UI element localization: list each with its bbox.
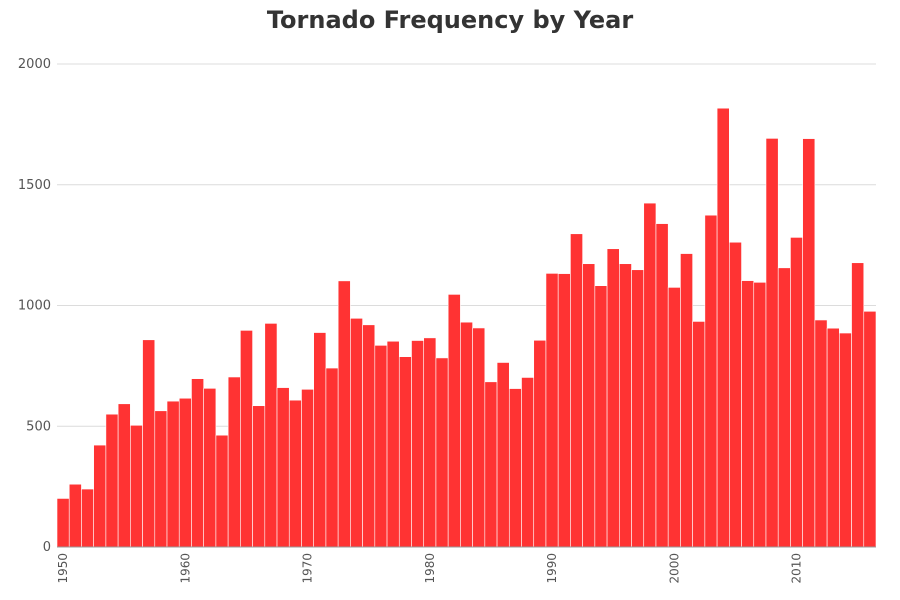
bar-1978 — [398, 356, 412, 548]
bar-2013 — [826, 327, 840, 548]
y-tick-label: 1000 — [18, 299, 51, 314]
bar-2001 — [680, 253, 693, 548]
bar-1969 — [288, 399, 302, 548]
x-axis: 1950 1960 1970 1980 1990 2000 2010 — [56, 546, 876, 584]
bar-1968 — [276, 387, 290, 548]
x-tick-label: 1950 — [56, 553, 70, 584]
bar-1959 — [166, 400, 180, 548]
bar-1950 — [56, 498, 70, 548]
bar-1997 — [631, 269, 645, 548]
bar-2005 — [729, 241, 742, 548]
bar-2016 — [863, 310, 877, 548]
bar-1970 — [301, 389, 315, 548]
bar-1963 — [215, 434, 229, 548]
bar-2002 — [692, 321, 706, 548]
bar-1987 — [508, 388, 522, 548]
y-tick-label: 2000 — [18, 57, 51, 72]
bar-1955 — [117, 403, 131, 548]
chart-title: Tornado Frequency by Year — [266, 6, 634, 34]
y-axis: 0 500 1000 1500 2000 — [18, 57, 51, 555]
y-tick-label: 0 — [43, 540, 51, 555]
bar-1977 — [386, 340, 400, 548]
bar-1996 — [618, 263, 632, 548]
bar-1994 — [594, 285, 608, 548]
bar-2003 — [704, 214, 718, 548]
bars-layer — [56, 107, 877, 548]
bar-1983 — [460, 321, 473, 548]
bar-1985 — [484, 381, 498, 548]
bar-1967 — [264, 323, 278, 548]
bar-1999 — [655, 223, 669, 548]
bar-1984 — [472, 327, 486, 548]
x-tick-label: 2010 — [790, 553, 804, 584]
x-tick-label: 1970 — [301, 553, 315, 584]
bar-1971 — [313, 332, 327, 548]
bar-1995 — [606, 248, 620, 548]
bar-2006 — [741, 280, 755, 548]
bar-1986 — [496, 362, 510, 548]
bar-2014 — [839, 332, 852, 548]
bar-1981 — [435, 357, 449, 548]
bar-1956 — [130, 424, 143, 548]
bar-2000 — [667, 287, 681, 548]
bar-1960 — [178, 397, 192, 548]
bar-1953 — [93, 444, 107, 548]
bar-1998 — [643, 202, 657, 548]
bar-1993 — [582, 263, 596, 548]
bar-2010 — [790, 237, 803, 548]
bar-1990 — [545, 273, 559, 548]
y-tick-label: 500 — [26, 419, 51, 434]
bar-1962 — [203, 388, 217, 548]
bar-2007 — [753, 282, 767, 548]
bar-1991 — [557, 273, 571, 548]
bar-1974 — [350, 317, 363, 548]
bar-2015 — [851, 262, 865, 548]
bar-1989 — [533, 339, 547, 548]
bar-2009 — [777, 267, 791, 548]
x-tick-label: 2000 — [667, 553, 681, 584]
y-tick-label: 1500 — [18, 178, 51, 193]
x-tick-label: 1980 — [423, 553, 437, 584]
bar-1975 — [362, 324, 376, 548]
bar-1961 — [191, 378, 204, 548]
bar-2012 — [814, 319, 828, 548]
bar-1964 — [227, 376, 241, 548]
bar-1988 — [521, 377, 535, 548]
bar-1982 — [447, 294, 461, 548]
bar-1976 — [374, 345, 388, 548]
bar-1972 — [325, 367, 339, 548]
bar-1958 — [154, 410, 168, 548]
bar-1973 — [337, 280, 351, 548]
bar-1952 — [81, 488, 94, 548]
bar-1979 — [411, 340, 425, 548]
bar-1966 — [252, 405, 266, 548]
x-tick-label: 1990 — [545, 553, 559, 584]
bar-1992 — [570, 233, 583, 548]
bar-1951 — [68, 483, 82, 548]
bar-2008 — [765, 138, 779, 548]
bar-1965 — [240, 330, 253, 548]
bar-1954 — [105, 413, 119, 548]
bar-2011 — [802, 138, 816, 548]
bar-1957 — [142, 339, 156, 548]
x-tick-label: 1960 — [178, 553, 192, 584]
bar-2004 — [716, 107, 730, 548]
bar-1980 — [423, 337, 437, 548]
